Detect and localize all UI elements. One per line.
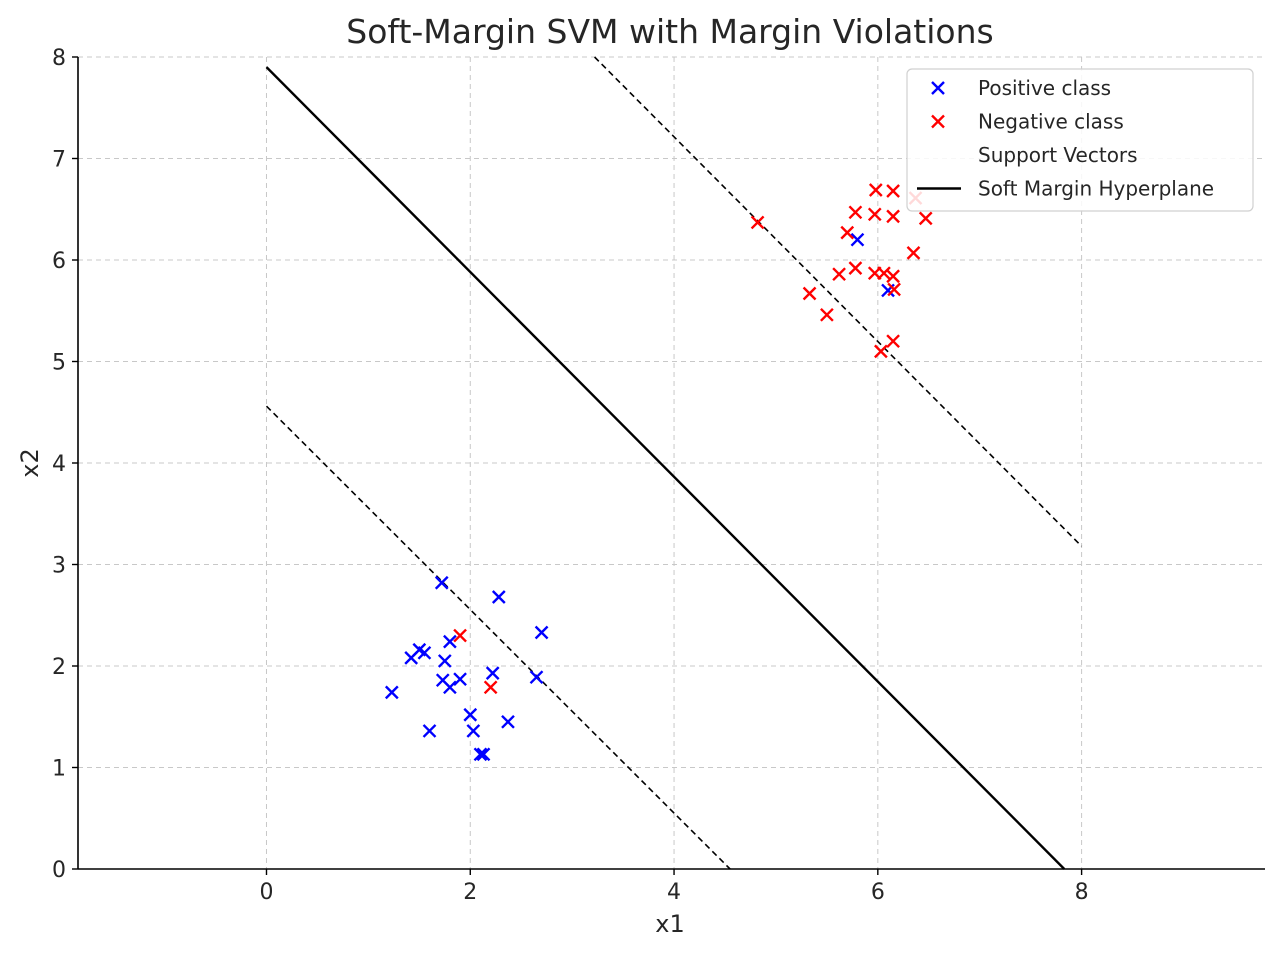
y-tick-label: 6: [52, 249, 66, 274]
negative-point: [886, 334, 900, 349]
x-tick-label: 6: [871, 880, 885, 905]
negative-point: [918, 211, 933, 226]
point-layer: [384, 183, 933, 762]
line-layer: [265, 56, 1083, 870]
positive-point: [473, 747, 488, 762]
legend-label: Soft Margin Hyperplane: [978, 177, 1214, 201]
negative-point: [820, 307, 834, 322]
negative-point: [453, 628, 467, 643]
x-tick-label: 2: [463, 880, 477, 905]
positive-point: [491, 590, 506, 604]
negative-point: [848, 205, 863, 220]
x-tick-label: 8: [1075, 880, 1089, 905]
y-axis-label: x2: [16, 448, 44, 477]
y-tick-label: 1: [52, 757, 66, 782]
positive-point: [466, 724, 481, 738]
positive-point: [453, 672, 467, 687]
positive-point: [443, 680, 457, 695]
positive-point: [443, 634, 457, 649]
positive-point: [417, 645, 432, 660]
positive-point: [850, 232, 865, 247]
negative-point: [483, 680, 498, 695]
legend-box: [906, 68, 1254, 212]
negative-point: [887, 282, 901, 297]
x-axis-label: x1: [655, 910, 684, 938]
margin-line: [594, 56, 1083, 547]
margin-line: [265, 405, 731, 870]
negative-point: [750, 215, 765, 230]
negative-point: [886, 269, 900, 284]
negative-point: [906, 246, 921, 260]
negative-point: [867, 207, 882, 222]
y-tick-label: 2: [52, 655, 66, 680]
negative-point: [802, 286, 817, 301]
negative-point: [877, 266, 891, 281]
negative-point: [832, 267, 846, 282]
positive-point: [422, 724, 437, 738]
negative-point: [848, 261, 863, 275]
negative-point: [886, 184, 900, 198]
positive-point: [434, 575, 449, 590]
hyperplane-line: [265, 66, 1066, 870]
negative-point: [886, 209, 900, 224]
x-tick-label: 0: [259, 880, 273, 905]
positive-point: [476, 747, 491, 762]
chart-title: Soft-Margin SVM with Margin Violations: [346, 12, 993, 51]
tick-layer: 0 2 4 6 8 0 1 2 3 4 5 6 7 8: [52, 46, 1089, 905]
y-tick-label: 4: [52, 452, 66, 477]
legend-marker: [931, 114, 945, 129]
legend-label: Positive class: [978, 76, 1111, 100]
y-tick-label: 3: [52, 554, 66, 579]
y-tick-label: 8: [52, 46, 66, 71]
x-tick-label: 4: [667, 880, 681, 905]
positive-point: [463, 707, 478, 722]
positive-point: [437, 654, 452, 668]
legend-label: Support Vectors: [978, 143, 1138, 167]
positive-point: [384, 685, 399, 700]
y-tick-label: 7: [52, 148, 66, 173]
positive-point: [485, 666, 500, 680]
legend-marker: [931, 81, 945, 95]
positive-point: [404, 651, 419, 665]
negative-point: [868, 183, 883, 197]
negative-point: [840, 225, 855, 240]
y-tick-label: 5: [52, 351, 66, 376]
positive-point: [534, 625, 549, 640]
legend: Positive class Negative class Support Vect…: [906, 68, 1254, 212]
positive-point: [501, 714, 515, 729]
legend-label: Negative class: [978, 110, 1124, 134]
negative-point: [874, 344, 888, 359]
y-tick-label: 0: [52, 858, 66, 883]
positive-point: [529, 670, 544, 685]
